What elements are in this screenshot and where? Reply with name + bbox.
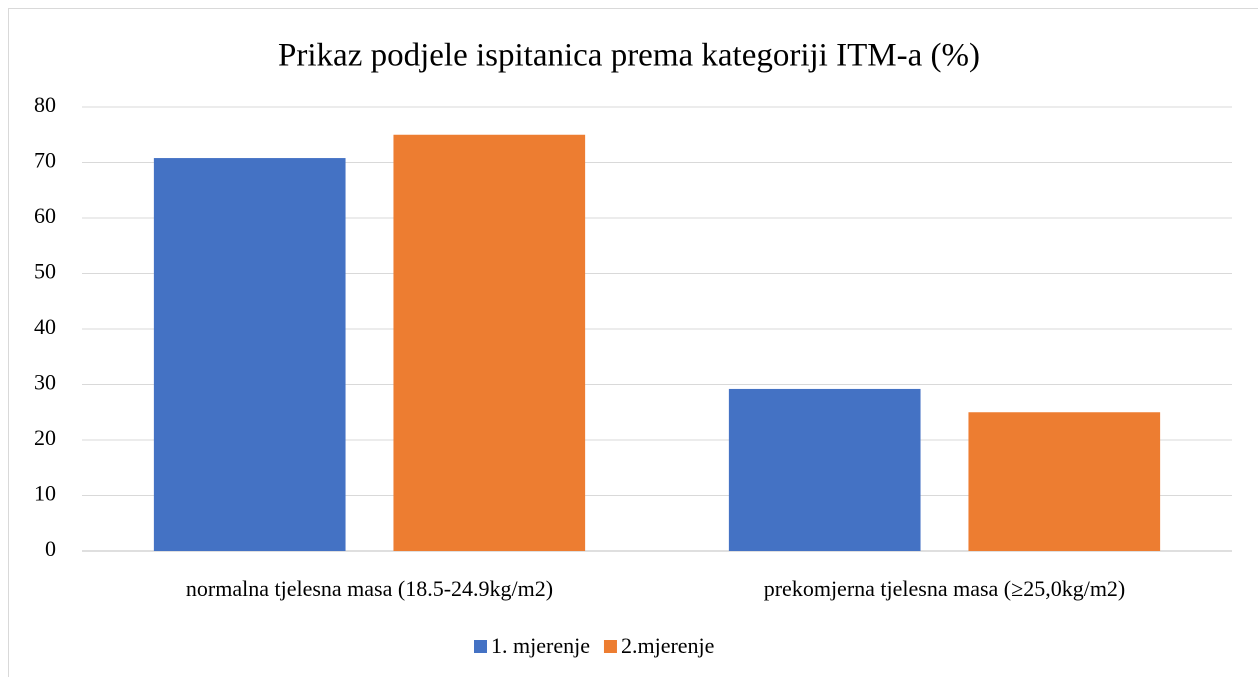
bar bbox=[728, 388, 921, 551]
y-tick-label: 80 bbox=[34, 92, 56, 117]
chart-title: Prikaz podjele ispitanica prema kategori… bbox=[278, 38, 980, 74]
bar bbox=[153, 158, 346, 551]
y-tick-label: 10 bbox=[34, 481, 56, 506]
bar bbox=[968, 412, 1161, 551]
legend-swatch bbox=[603, 640, 617, 653]
y-tick-label: 70 bbox=[34, 148, 56, 173]
y-tick-label: 30 bbox=[34, 370, 56, 395]
y-tick-label: 20 bbox=[34, 425, 56, 450]
x-tick-label: normalna tjelesna masa (18.5-24.9kg/m2) bbox=[186, 576, 553, 601]
y-tick-label: 60 bbox=[34, 203, 56, 228]
bar bbox=[393, 134, 586, 551]
legend-swatch bbox=[474, 640, 487, 653]
legend-label: 2.mjerenje bbox=[621, 633, 714, 658]
x-tick-label: prekomjerna tjelesna masa (≥25,0kg/m2) bbox=[764, 576, 1126, 601]
y-tick-label: 0 bbox=[45, 536, 56, 561]
y-tick-label: 50 bbox=[34, 259, 56, 284]
legend-label: 1. mjerenje bbox=[491, 633, 590, 658]
y-tick-label: 40 bbox=[34, 314, 56, 339]
